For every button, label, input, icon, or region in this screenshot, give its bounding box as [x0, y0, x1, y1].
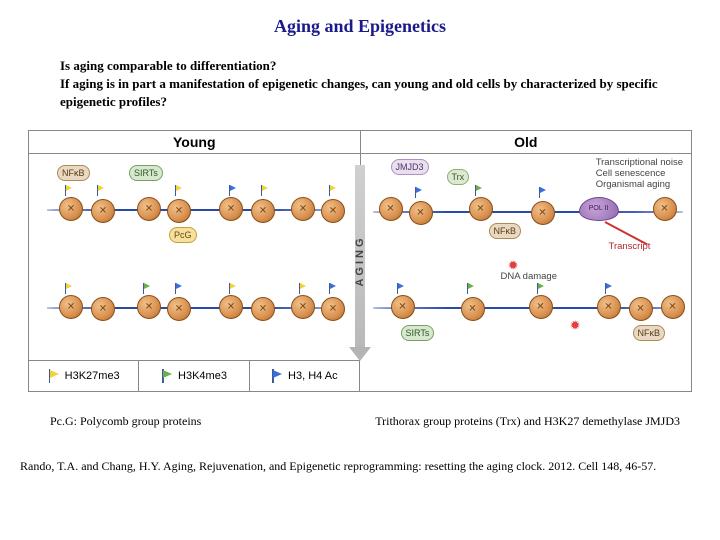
flag-icon — [229, 283, 237, 294]
nucleosome — [461, 297, 485, 321]
nucleosome — [629, 297, 653, 321]
nucleosome — [469, 197, 493, 221]
protein-nfkb: NFκB — [57, 165, 90, 181]
nucleosome — [167, 297, 191, 321]
annotation-list: Transcriptional noise Cell senescence Or… — [596, 157, 683, 191]
legend-label: H3, H4 Ac — [288, 370, 338, 382]
protein-sirts: SIRTs — [129, 165, 163, 181]
nucleosome — [291, 295, 315, 319]
flag-icon — [415, 187, 423, 198]
nucleosome — [251, 199, 275, 223]
flag-icon — [605, 283, 613, 294]
nucleosome — [137, 197, 161, 221]
nucleosome — [137, 295, 161, 319]
protein-trx: Trx — [447, 169, 470, 185]
legend-label: H3K27me3 — [65, 370, 120, 382]
nucleosome — [321, 297, 345, 321]
annot-line-3: Organismal aging — [596, 179, 683, 190]
panel-old-title: Old — [361, 131, 692, 154]
page-title: Aging and Epigenetics — [20, 16, 700, 37]
legend: H3K27me3 H3K4me3 H3, H4 Ac — [29, 360, 360, 391]
nucleosome — [291, 197, 315, 221]
nucleosome — [653, 197, 677, 221]
nucleosome — [219, 197, 243, 221]
flag-icon — [299, 283, 307, 294]
nucleosome — [531, 201, 555, 225]
aging-label: AGING — [354, 235, 366, 286]
panel-young-title: Young — [29, 131, 360, 154]
caption-left: Pc.G: Polycomb group proteins — [50, 414, 201, 429]
intro-text: Is aging comparable to differentiation? … — [60, 57, 670, 112]
nucleosome — [379, 197, 403, 221]
legend-label: H3K4me3 — [178, 370, 227, 382]
nucleosome — [219, 295, 243, 319]
nucleosome — [321, 199, 345, 223]
nucleosome — [529, 295, 553, 319]
captions: Pc.G: Polycomb group proteins Trithorax … — [50, 414, 680, 429]
flag-icon — [143, 283, 151, 294]
protein-pcg: PcG — [169, 227, 197, 243]
nucleosome — [167, 199, 191, 223]
flag-icon — [161, 369, 173, 383]
annot-line-1: Transcriptional noise — [596, 157, 683, 168]
caption-right: Trithorax group proteins (Trx) and H3K27… — [375, 414, 680, 429]
legend-item: H3K27me3 — [29, 361, 139, 391]
intro-line-1: Is aging comparable to differentiation? — [60, 57, 670, 75]
protein-nfkb: NFκB — [489, 223, 522, 239]
flag-icon — [48, 369, 60, 383]
flag-icon — [537, 283, 545, 294]
protein-sirts: SIRTs — [401, 325, 435, 341]
flag-icon — [271, 369, 283, 383]
panel-young: Young NFκB SIRTs PcG — [29, 131, 361, 360]
panel-old: Old Transcriptional noise Cell senescenc… — [361, 131, 692, 360]
annot-line-2: Cell senescence — [596, 168, 683, 179]
nucleosome — [409, 201, 433, 225]
nucleosome — [597, 295, 621, 319]
protein-jmjd3: JMJD3 — [391, 159, 429, 175]
flag-icon — [175, 283, 183, 294]
flag-icon — [467, 283, 475, 294]
intro-line-2: If aging is in part a manifestation of e… — [60, 75, 670, 111]
flag-icon — [329, 185, 337, 196]
flag-icon — [97, 185, 105, 196]
flag-icon — [475, 185, 483, 196]
flag-icon — [261, 185, 269, 196]
protein-nfkb: NFκB — [633, 325, 666, 341]
flag-icon — [229, 185, 237, 196]
nucleosome — [59, 197, 83, 221]
flag-icon — [329, 283, 337, 294]
dna-damage-icon: ✹ — [571, 319, 580, 332]
protein-pol2: POL II — [579, 197, 619, 221]
nucleosome — [91, 297, 115, 321]
dna-damage-label: DNA damage — [501, 271, 558, 282]
flag-icon — [65, 283, 73, 294]
nucleosome — [391, 295, 415, 319]
nucleosome — [661, 295, 685, 319]
flag-icon — [397, 283, 405, 294]
legend-item: H3, H4 Ac — [250, 361, 360, 391]
citation: Rando, T.A. and Chang, H.Y. Aging, Rejuv… — [20, 459, 700, 474]
flag-icon — [539, 187, 547, 198]
nucleosome — [59, 295, 83, 319]
figure: Young NFκB SIRTs PcG — [28, 130, 692, 392]
nucleosome — [91, 199, 115, 223]
flag-icon — [175, 185, 183, 196]
legend-item: H3K4me3 — [139, 361, 249, 391]
flag-icon — [65, 185, 73, 196]
nucleosome — [251, 297, 275, 321]
transcript-label: Transcript — [609, 241, 651, 252]
